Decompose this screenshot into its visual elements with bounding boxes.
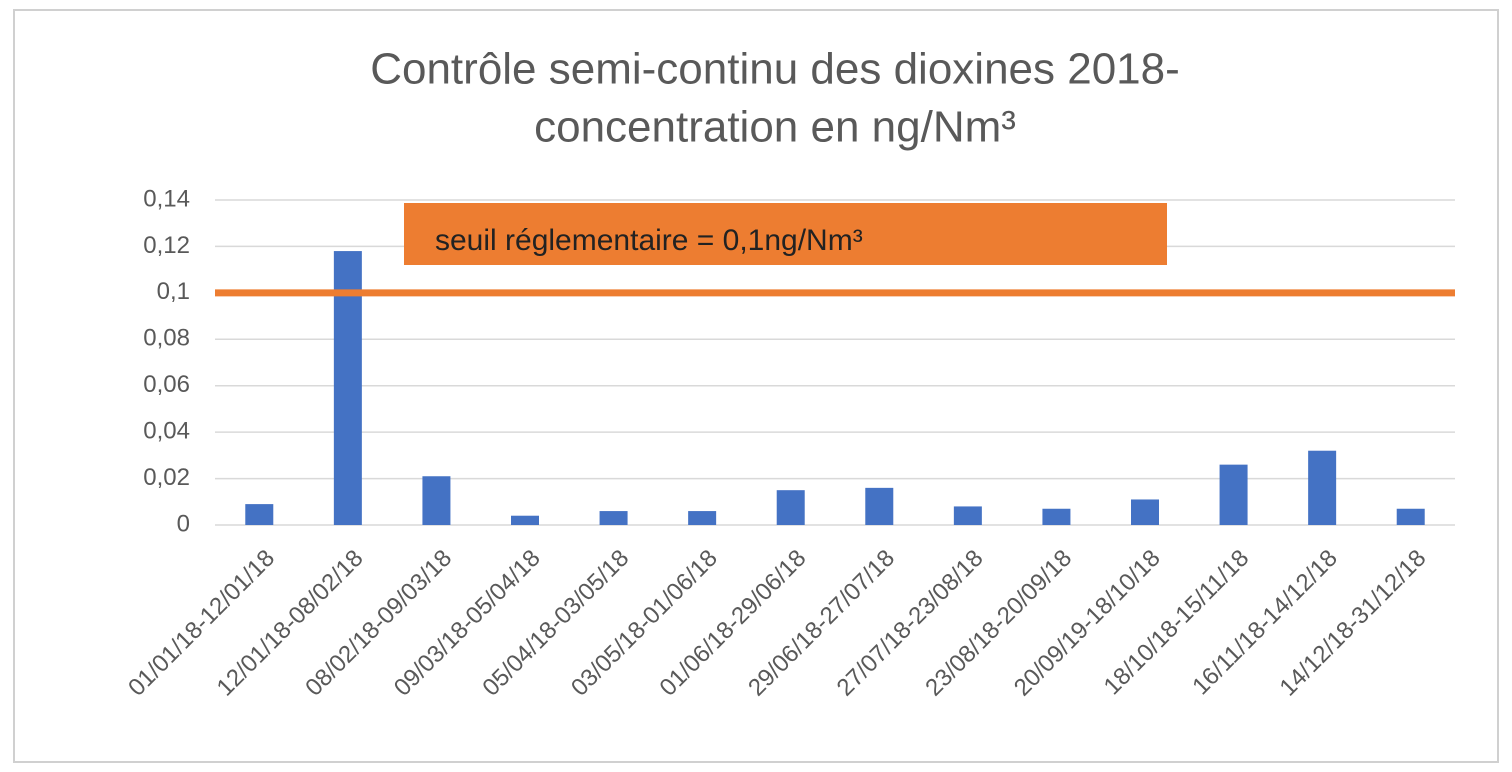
bar xyxy=(245,504,274,525)
bar xyxy=(1131,499,1159,525)
bar xyxy=(1219,464,1248,525)
bar xyxy=(1396,508,1425,525)
annotation: seuil réglementaire = 0,1ng/Nm³ xyxy=(435,224,863,257)
bar xyxy=(511,515,539,525)
bar xyxy=(422,476,451,525)
y-tick-label: 0,02 xyxy=(143,464,190,491)
bar xyxy=(1042,508,1071,525)
chart-title: concentration en ng/Nm³ xyxy=(534,103,1016,152)
y-tick-label: 0,14 xyxy=(143,185,190,212)
y-tick-label: 0,04 xyxy=(143,417,190,444)
y-tick-label: 0,12 xyxy=(143,232,190,259)
bar xyxy=(1308,450,1337,525)
annotation-box xyxy=(404,203,1167,265)
y-tick-label: 0,1 xyxy=(157,278,190,305)
bar xyxy=(953,506,982,525)
bar xyxy=(599,511,628,525)
y-tick-label: 0,06 xyxy=(143,371,190,398)
bar xyxy=(688,511,717,525)
y-tick-label: 0,08 xyxy=(143,325,190,352)
y-tick-label: 0 xyxy=(177,510,190,537)
bar xyxy=(865,487,894,525)
chart-title: Contrôle semi-continu des dioxines 2018- xyxy=(370,45,1180,94)
bar xyxy=(333,251,362,526)
bar xyxy=(776,490,805,525)
